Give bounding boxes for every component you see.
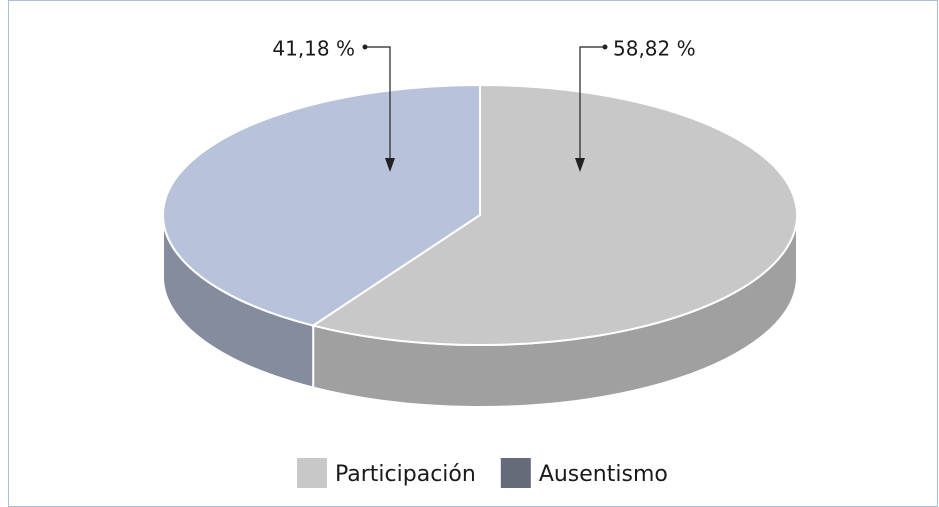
label-dot (602, 44, 608, 50)
data-label: 58,82 % (613, 37, 696, 61)
pie-slice (162, 83, 481, 327)
label-arrowhead (575, 158, 585, 172)
pie-slice (310, 83, 798, 346)
legend-swatch (297, 458, 327, 488)
label-arrow-line (365, 46, 391, 165)
legend-label: Participación (335, 462, 476, 487)
data-label: 41,18 % (272, 37, 355, 61)
label-dot (362, 44, 368, 50)
label-arrow-line (579, 46, 605, 165)
label-arrowhead (385, 158, 395, 172)
legend-swatch (500, 458, 531, 488)
legend-label: Ausentismo (539, 462, 668, 487)
